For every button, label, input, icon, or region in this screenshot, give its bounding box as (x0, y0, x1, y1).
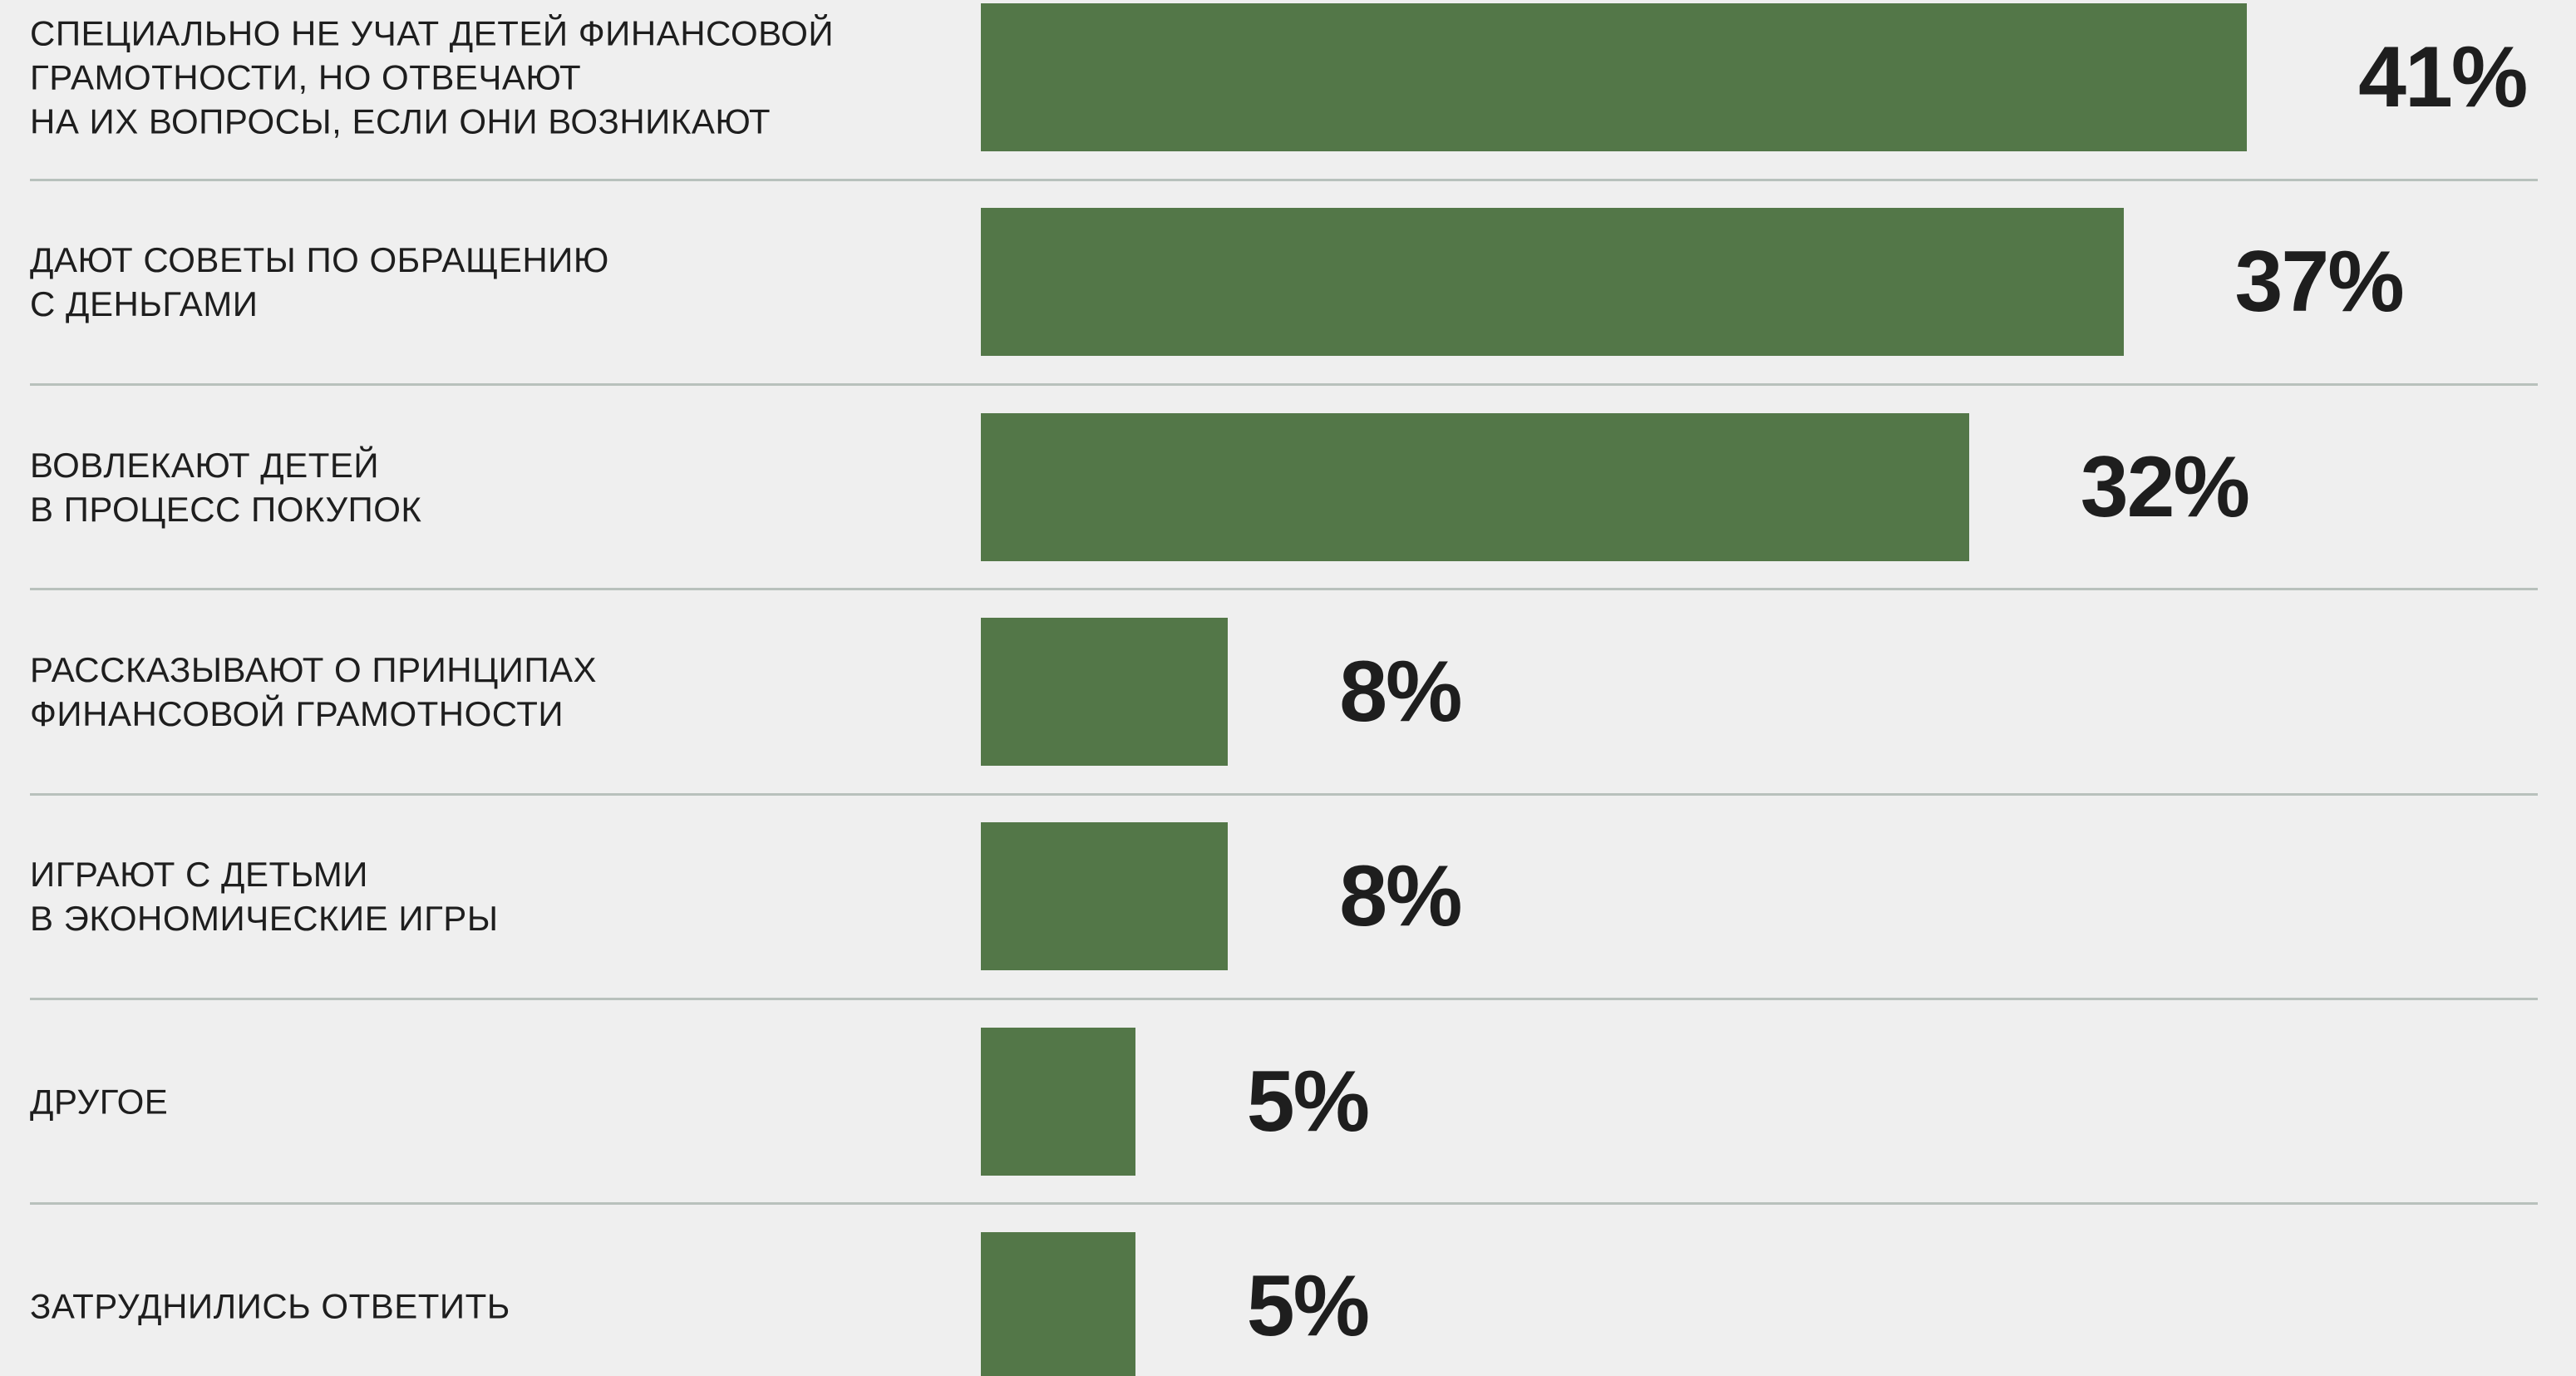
row-divider (30, 792, 2538, 796)
bar (981, 617, 1229, 766)
category-label: ВОВЛЕКАЮТ ДЕТЕЙ В ПРОЦЕСС ПОКУПОК (30, 445, 422, 529)
category-label: ДАЮТ СОВЕТЫ ПО ОБРАЩЕНИЮ С ДЕНЬГАМИ (30, 240, 609, 324)
value-label: 5% (1246, 1257, 1370, 1354)
category-label: РАССКАЗЫВАЮТ О ПРИНЦИПАХ ФИНАНСОВОЙ ГРАМ… (30, 649, 598, 733)
value-label: 41% (2358, 29, 2528, 126)
bar (981, 208, 2124, 357)
bar (981, 1231, 1135, 1376)
bar (981, 412, 1969, 561)
row-divider (30, 997, 2538, 1000)
value-label: 8% (1339, 643, 1462, 740)
value-label: 37% (2234, 234, 2405, 331)
row-divider (30, 588, 2538, 591)
value-label: 32% (2080, 438, 2250, 535)
category-label: ИГРАЮТ С ДЕТЬМИ В ЭКОНОМИЧЕСКИЕ ИГРЫ (30, 855, 499, 939)
category-label: ДРУГОЕ (30, 1082, 169, 1121)
value-label: 8% (1339, 848, 1462, 945)
row-divider (30, 178, 2538, 181)
category-label: СПЕЦИАЛЬНО НЕ УЧАТ ДЕТЕЙ ФИНАНСОВОЙ ГРАМ… (30, 13, 835, 141)
row-divider (30, 1202, 2538, 1206)
bar (981, 822, 1229, 971)
bar (981, 1027, 1135, 1176)
category-label: ЗАТРУДНИЛИСЬ ОТВЕТИТЬ (30, 1286, 510, 1326)
bar (981, 3, 2248, 151)
value-label: 5% (1246, 1053, 1370, 1150)
row-divider (30, 382, 2538, 386)
